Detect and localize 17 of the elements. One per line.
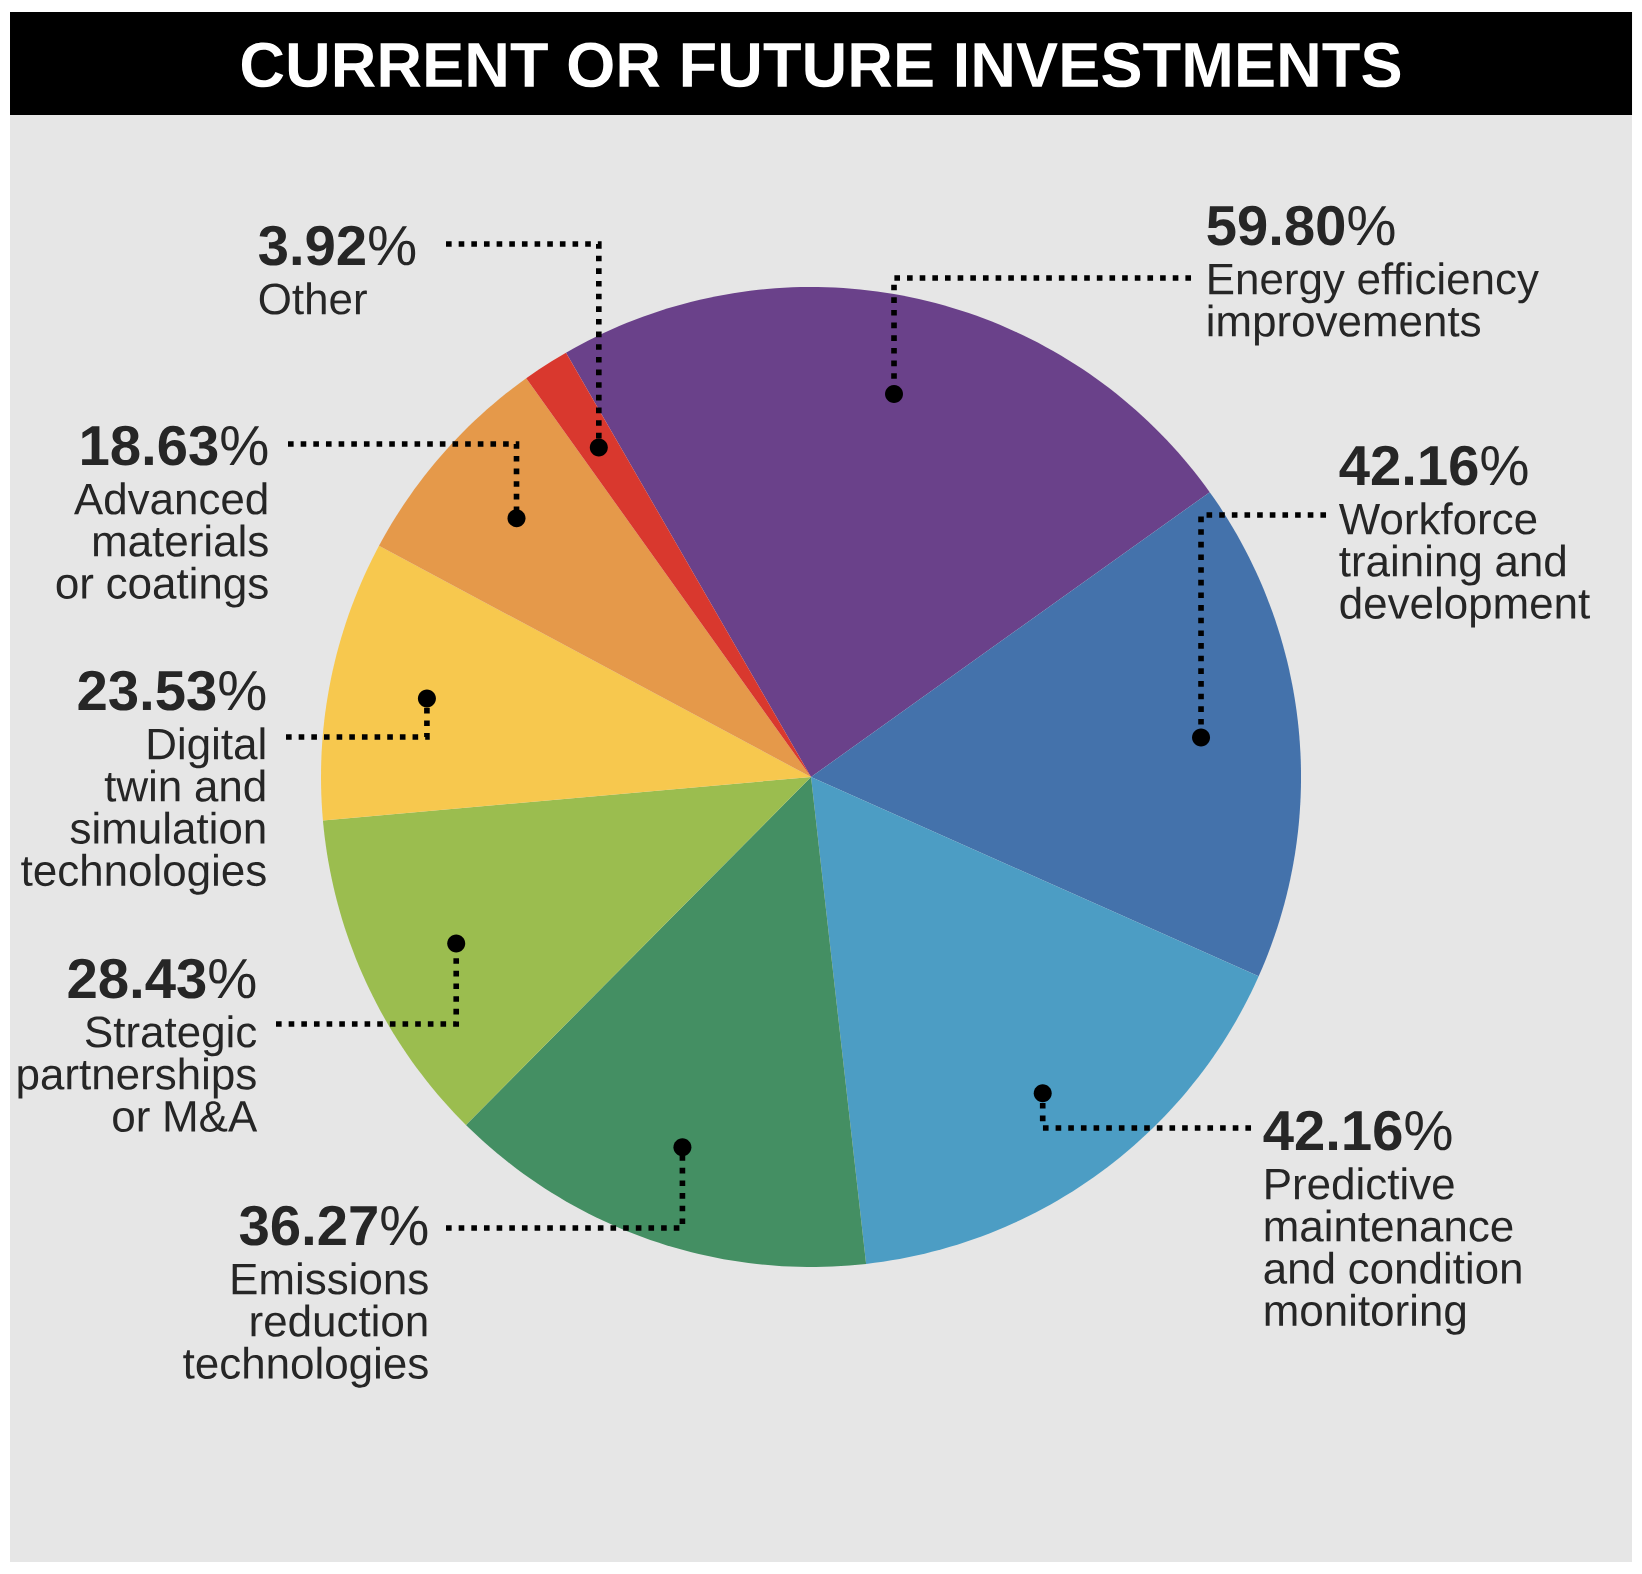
slice-label: Energy efficiency improvements: [1208, 262, 1539, 346]
chart-title: CURRENT OR FUTURE INVESTMENTS: [241, 42, 1401, 88]
data-label: 42.16%: [1263, 1110, 1452, 1151]
slice-label: Other: [259, 282, 367, 315]
slice-label: Emissions reduction technologies: [183, 1262, 428, 1388]
slice-label: Digital twin and simulation technologies: [21, 727, 266, 895]
slice-label: Workforce training and development: [1338, 502, 1590, 628]
data-label: 28.43%: [68, 958, 256, 999]
data-label: 59.80%: [1207, 205, 1395, 246]
data-label: 23.53%: [78, 670, 266, 711]
slice-label: Advanced materials or coatings: [56, 482, 268, 608]
data-label: 36.27%: [239, 1205, 428, 1246]
data-label: 18.63%: [82, 425, 268, 466]
data-label: 42.16%: [1339, 445, 1528, 486]
data-label: 3.92%: [258, 225, 416, 266]
slice-label: Predictive maintenance and condition monitoring: [1264, 1167, 1521, 1335]
slice-label: Strategic partnerships or M&A: [18, 1015, 258, 1132]
